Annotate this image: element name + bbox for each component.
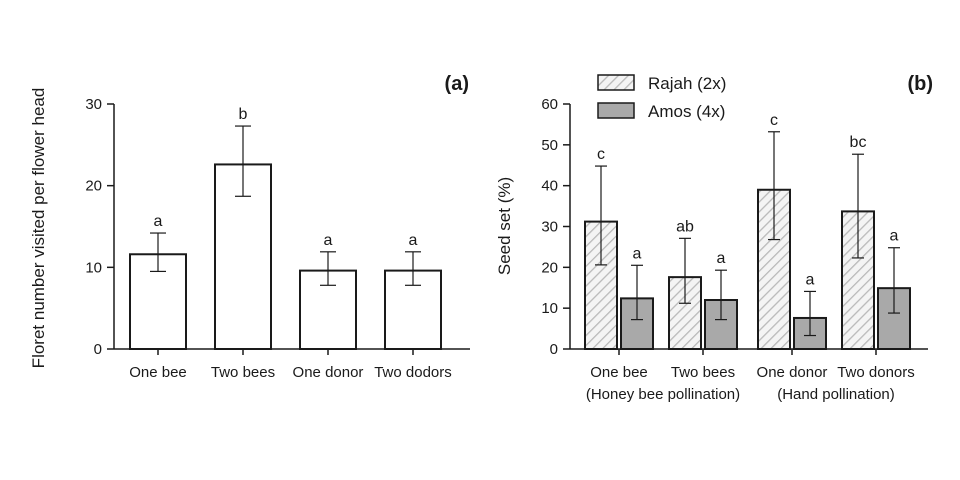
panel-label-a: (a) [445,73,469,95]
error-bar [679,237,691,304]
error-bar [150,232,166,273]
chart-panel-a: (a) Floret number visited per flower hea… [29,73,470,381]
x-tick-label: One bee [129,364,187,381]
significance-letter: a [324,232,333,249]
significance-letter: a [890,228,899,245]
y-tick-label: 10 [541,300,558,317]
error-bar [804,290,816,337]
error-bar [888,247,900,314]
y-tick-label: 60 [541,96,558,113]
legend-label-amos: Amos (4x) [648,102,725,121]
bars-b: c ab c bc a a a a [584,112,911,351]
significance-letter: c [597,146,605,163]
significance-letter: a [633,245,642,262]
significance-letter: a [409,232,418,249]
group-label-honey-bee: (Honey bee pollination) [586,386,740,403]
x-labels-a: One bee Two bees One donor Two dodors [129,349,452,381]
x-tick-label: One donor [293,364,364,381]
error-bar [852,153,864,259]
significance-letter: a [717,250,726,267]
x-tick-label: One bee [590,364,648,381]
error-bar [235,125,251,197]
significance-letter: c [770,112,778,129]
error-bar [715,269,727,321]
error-bar [768,131,780,241]
significance-letter: b [239,106,248,123]
legend: Rajah (2x) Amos (4x) [597,74,726,121]
y-tick-label: 0 [94,341,102,358]
chart-panel-b: (b) Seed set (%) 0 10 20 30 40 50 60 c ab c bc a a a… [495,73,933,403]
group-label-hand: (Hand pollination) [777,386,895,403]
x-tick-label: Two bees [671,364,735,381]
x-tick-label: Two donors [837,364,915,381]
significance-letter: a [154,213,163,230]
y-tick-label: 40 [541,178,558,195]
legend-swatch-rajah [597,74,635,91]
x-tick-label: Two dodors [374,364,452,381]
x-tick-label: One donor [757,364,828,381]
y-tick-label: 20 [541,259,558,276]
significance-letter: bc [850,134,867,151]
legend-swatch-amos [597,102,635,119]
y-ticks-b: 0 10 20 30 40 50 60 [541,96,570,358]
error-bar [320,251,336,286]
y-axis-title-b: Seed set (%) [495,177,514,275]
y-tick-label: 0 [550,341,558,358]
x-labels-b: One bee Two bees One donor Two donors [590,349,915,381]
x-tick-label: Two bees [211,364,275,381]
significance-letter: a [806,271,815,288]
bars-a: a b a a [129,106,442,351]
significance-letter: ab [676,218,694,235]
panel-label-b: (b) [907,73,933,95]
y-ticks-a: 0 10 20 30 [85,96,114,358]
y-tick-label: 50 [541,137,558,154]
y-tick-label: 30 [541,219,558,236]
y-axis-title-a: Floret number visited per flower head [29,88,48,369]
error-bar [405,251,421,286]
y-tick-label: 20 [85,178,102,195]
error-bar [595,165,607,266]
legend-label-rajah: Rajah (2x) [648,74,726,93]
y-tick-label: 10 [85,259,102,276]
y-tick-label: 30 [85,96,102,113]
error-bar [631,264,643,321]
